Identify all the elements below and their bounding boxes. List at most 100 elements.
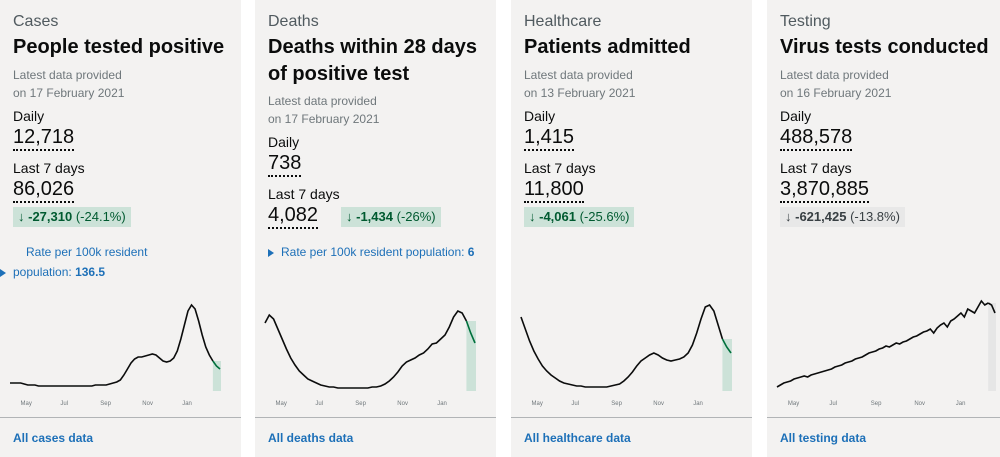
recent-series-line: [212, 360, 221, 370]
deaths-sparkline-chart: May Jul Sep Nov Jan: [264, 309, 476, 407]
change-badge: ↓ -1,434 (-26%): [341, 207, 441, 227]
provided-date: on 13 February 2021: [524, 86, 636, 100]
week-label: Last 7 days: [13, 160, 85, 176]
daily-value[interactable]: 1,415: [524, 126, 575, 151]
latest-data-provided: Latest data provided on 17 February 2021: [13, 66, 163, 102]
latest-data-provided: Latest data provided on 16 February 2021: [780, 66, 930, 102]
x-tick-label: Sep: [871, 401, 882, 407]
card-title: Virus tests conducted: [780, 34, 1000, 61]
provided-line: Latest data provided: [13, 68, 122, 82]
card-title-line: People tested positive: [13, 36, 225, 58]
down-arrow-icon: ↓: [18, 209, 25, 224]
card-title-line: Patients admitted: [524, 36, 691, 58]
card-deaths: Deaths Deaths within 28 days of positive…: [255, 0, 496, 457]
x-tick-label: Jul: [571, 401, 579, 407]
card-category: Deaths: [268, 13, 319, 30]
cases-sparkline-chart: May Jul Sep Nov Jan: [10, 303, 221, 407]
all-cases-link[interactable]: All cases data: [13, 431, 94, 445]
x-tick-label: Nov: [397, 401, 408, 407]
down-arrow-icon: ↓: [785, 209, 792, 224]
all-testing-link[interactable]: All testing data: [780, 431, 867, 445]
week-value[interactable]: 86,026: [13, 178, 75, 203]
divider: [511, 417, 752, 418]
series-line: [10, 303, 214, 387]
down-arrow-icon: ↓: [529, 209, 536, 224]
x-tick-label: Nov: [653, 401, 664, 407]
card-cases: Cases People tested positive Latest data…: [0, 0, 241, 457]
change-percent: (-26%): [396, 209, 436, 224]
down-arrow-icon: ↓: [346, 209, 353, 224]
rate-value: 6: [467, 245, 475, 259]
card-title-line: of positive test: [268, 63, 410, 85]
daily-label: Daily: [780, 108, 812, 124]
card-category: Cases: [13, 13, 59, 30]
disclosure-triangle-icon: [268, 248, 274, 257]
change-value: -621,425: [795, 209, 847, 224]
all-deaths-link[interactable]: All deaths data: [268, 431, 354, 445]
rate-toggle[interactable]: Rate per 100k resident population: 6: [268, 242, 474, 262]
change-badge: ↓ -27,310 (-24.1%): [13, 207, 131, 227]
card-healthcare: Healthcare Patients admitted Latest data…: [511, 0, 752, 457]
x-tick-label: Jul: [315, 401, 323, 407]
card-category: Healthcare: [524, 13, 602, 30]
divider: [255, 417, 496, 418]
card-title: Patients admitted: [524, 34, 756, 61]
x-tick-label: May: [532, 401, 543, 407]
card-testing: Testing Virus tests conducted Latest dat…: [767, 0, 1000, 457]
daily-label: Daily: [524, 108, 556, 124]
x-tick-label: May: [276, 401, 287, 407]
series-line: [776, 299, 989, 388]
provided-date: on 17 February 2021: [13, 86, 125, 100]
card-title: Deaths within 28 days of positive test: [268, 34, 500, 88]
all-healthcare-link[interactable]: All healthcare data: [524, 431, 631, 445]
recent-series-line: [987, 302, 996, 314]
week-label: Last 7 days: [524, 160, 596, 176]
x-tick-label: May: [788, 401, 799, 407]
change-percent: (-24.1%): [75, 209, 126, 224]
daily-label: Daily: [268, 134, 300, 150]
recent-period-shade: [988, 303, 996, 391]
change-badge: ↓ -4,061 (-25.6%): [524, 207, 635, 227]
daily-value[interactable]: 738: [268, 152, 302, 177]
change-percent: (-13.8%): [850, 209, 900, 224]
provided-date: on 17 February 2021: [268, 112, 380, 126]
divider: [767, 417, 1000, 418]
x-tick-label: Jan: [182, 401, 192, 407]
x-tick-label: Sep: [611, 401, 622, 407]
provided-line: Latest data provided: [268, 94, 377, 108]
rate-toggle[interactable]: Rate per 100k resident population: 136.5: [0, 242, 147, 282]
daily-label: Daily: [13, 108, 45, 124]
change-badge: ↓ -621,425 (-13.8%): [780, 207, 905, 227]
x-tick-label: Nov: [142, 401, 153, 407]
daily-value[interactable]: 12,718: [13, 126, 75, 151]
card-title-line: Virus tests conducted: [780, 36, 989, 58]
series-line: [264, 309, 468, 389]
latest-data-provided: Latest data provided on 13 February 2021: [524, 66, 674, 102]
change-value: -4,061: [539, 209, 576, 224]
recent-period-shade: [466, 321, 476, 391]
x-tick-label: Jul: [829, 401, 837, 407]
week-label: Last 7 days: [268, 186, 340, 202]
card-category: Testing: [780, 13, 831, 30]
x-tick-label: Jul: [60, 401, 68, 407]
week-value[interactable]: 3,870,885: [780, 178, 869, 203]
card-title: People tested positive: [13, 34, 245, 61]
week-label: Last 7 days: [780, 160, 852, 176]
change-value: -1,434: [356, 209, 393, 224]
recent-period-shade: [722, 339, 732, 391]
week-value[interactable]: 4,082: [268, 204, 319, 229]
change-percent: (-25.6%): [579, 209, 630, 224]
healthcare-sparkline-chart: May Jul Sep Nov Jan: [520, 303, 732, 407]
divider: [0, 417, 241, 418]
provided-line: Latest data provided: [780, 68, 889, 82]
provided-line: Latest data provided: [524, 68, 633, 82]
recent-series-line: [465, 320, 476, 344]
rate-text: Rate per 100k resident population:: [281, 245, 468, 259]
week-value[interactable]: 11,800: [524, 178, 584, 203]
latest-data-provided: Latest data provided on 17 February 2021: [268, 92, 418, 128]
x-tick-label: Sep: [355, 401, 366, 407]
testing-sparkline-chart: May Jul Sep Nov Jan: [776, 299, 996, 407]
recent-period-shade: [212, 361, 221, 391]
daily-value[interactable]: 488,578: [780, 126, 853, 151]
x-tick-label: May: [21, 401, 32, 407]
